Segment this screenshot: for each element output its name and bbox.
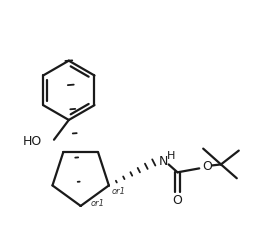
Text: or1: or1 <box>91 199 104 208</box>
Text: N: N <box>159 155 168 168</box>
Text: or1: or1 <box>112 187 126 196</box>
Text: HO: HO <box>23 135 42 148</box>
Text: O: O <box>202 160 212 173</box>
Text: O: O <box>172 194 183 206</box>
Text: H: H <box>166 150 175 161</box>
